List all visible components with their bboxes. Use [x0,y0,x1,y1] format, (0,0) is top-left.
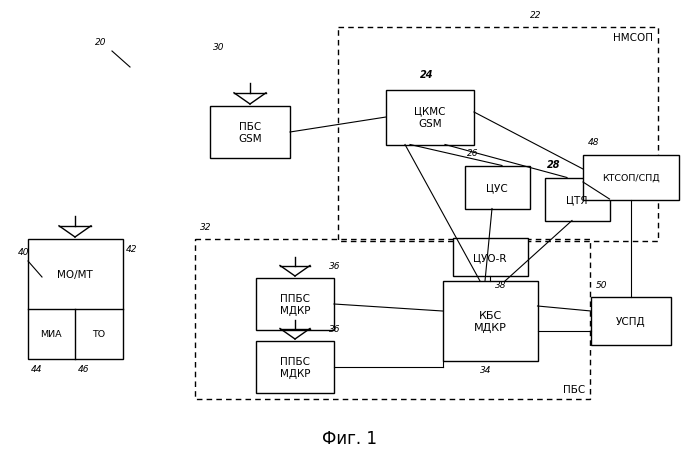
Text: НМСОП: НМСОП [613,33,653,43]
Bar [27,239,122,359]
Text: 38: 38 [495,280,507,289]
Bar [338,28,658,242]
Bar [452,238,528,276]
Text: ПБС: ПБС [563,384,585,394]
Text: КТСОП/СПД: КТСОП/СПД [602,173,660,182]
Text: 30: 30 [213,43,224,52]
Text: КБС
МДКР: КБС МДКР [473,310,507,333]
Text: 32: 32 [200,222,212,232]
Text: 42: 42 [126,244,137,253]
Text: ЦУС: ЦУС [486,182,508,192]
Text: 34: 34 [480,365,491,374]
Text: ЦКМС
GSM: ЦКМС GSM [415,106,446,129]
Bar [591,298,671,345]
Bar [256,278,334,330]
Text: 36: 36 [329,324,340,333]
Text: 22: 22 [530,11,542,20]
Bar [545,178,610,221]
Bar [583,155,679,200]
Text: 24: 24 [420,71,433,81]
Text: МО/МТ: МО/МТ [57,269,93,279]
Text: 28: 28 [547,160,560,170]
Bar [195,239,590,399]
Text: ТО: ТО [92,330,106,339]
Text: Фиг. 1: Фиг. 1 [322,429,377,447]
Text: МИА: МИА [41,330,62,339]
Text: ПБС
GSM: ПБС GSM [238,121,262,144]
Text: 36: 36 [329,262,340,270]
Text: 46: 46 [78,364,89,373]
Bar [210,107,290,159]
Text: ЦТЯ: ЦТЯ [566,195,588,205]
Text: 26: 26 [466,149,478,158]
Text: 44: 44 [31,364,42,373]
Text: УСПД: УСПД [617,316,646,326]
Bar [386,90,474,145]
Text: 40: 40 [18,248,29,257]
Text: ППБС
МДКР: ППБС МДКР [280,293,310,315]
Text: ЦУО-R: ЦУО-R [473,253,507,263]
Bar [256,341,334,393]
Text: 48: 48 [588,138,600,147]
Bar [465,166,530,209]
Text: ППБС
МДКР: ППБС МДКР [280,356,310,379]
Text: 20: 20 [95,38,106,47]
Text: 50: 50 [596,280,607,289]
Bar [442,281,538,361]
